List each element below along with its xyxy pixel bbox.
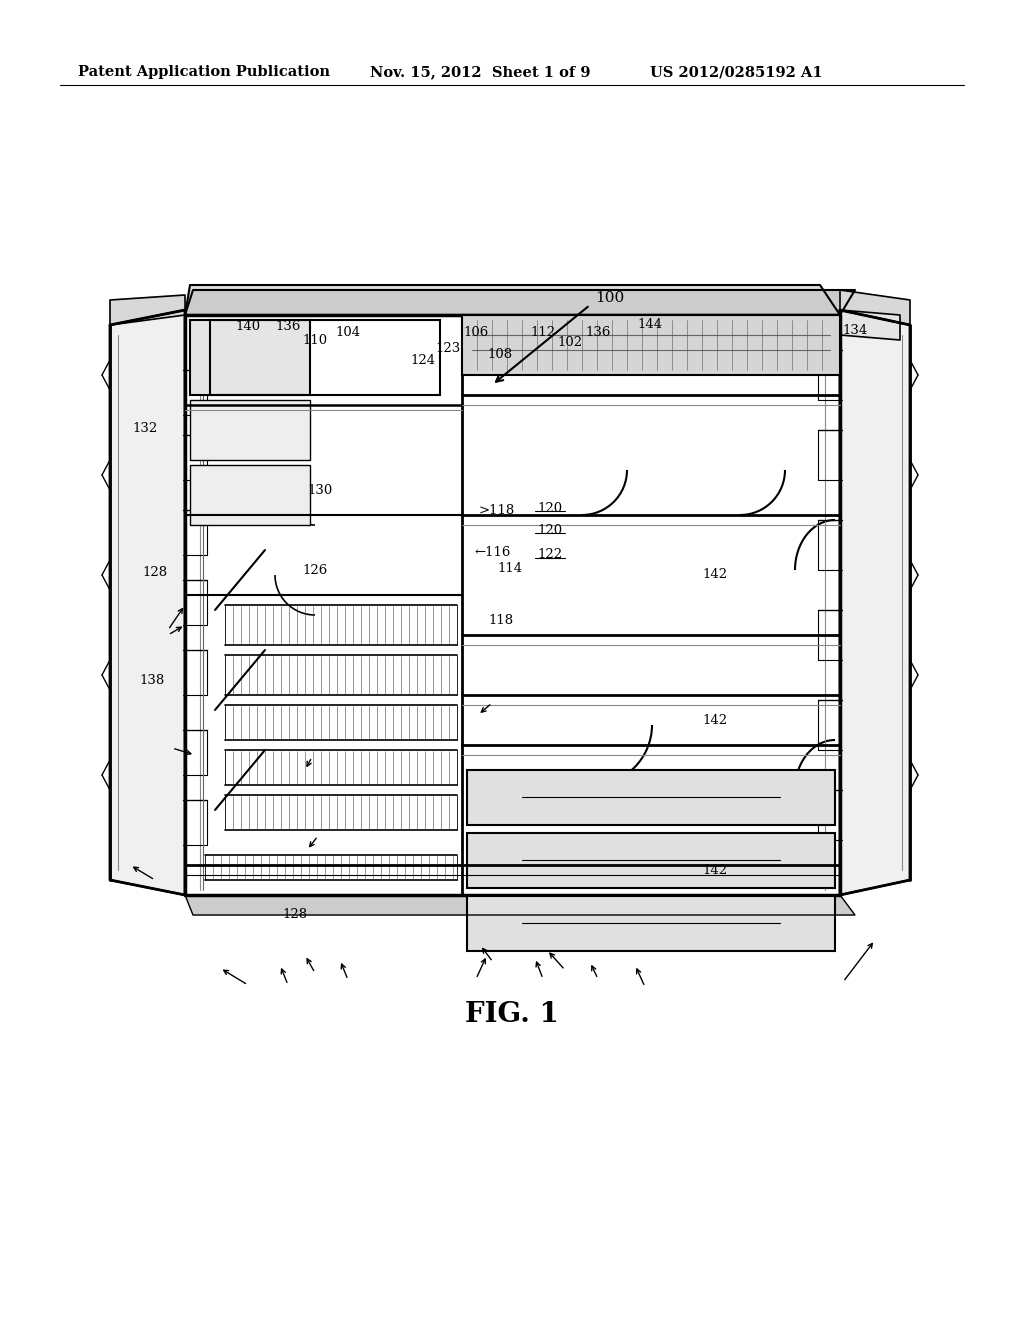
Bar <box>190 400 310 459</box>
Text: 132: 132 <box>132 421 158 434</box>
Text: 106: 106 <box>464 326 488 339</box>
Text: 136: 136 <box>275 321 301 334</box>
Text: 142: 142 <box>702 714 728 726</box>
Text: 130: 130 <box>307 483 333 496</box>
Polygon shape <box>840 310 900 341</box>
Text: 114: 114 <box>498 561 522 574</box>
Text: 112: 112 <box>530 326 556 339</box>
Polygon shape <box>110 294 185 325</box>
Text: 123: 123 <box>435 342 461 355</box>
Text: 144: 144 <box>637 318 663 331</box>
Text: US 2012/0285192 A1: US 2012/0285192 A1 <box>650 65 822 79</box>
Text: 110: 110 <box>302 334 328 346</box>
Bar <box>467 896 835 950</box>
Text: ←116: ←116 <box>475 546 511 560</box>
Bar <box>210 319 440 395</box>
Text: 102: 102 <box>557 337 583 350</box>
Text: 100: 100 <box>595 290 625 305</box>
Text: 124: 124 <box>411 354 435 367</box>
Polygon shape <box>185 290 855 315</box>
Text: Nov. 15, 2012  Sheet 1 of 9: Nov. 15, 2012 Sheet 1 of 9 <box>370 65 591 79</box>
Bar <box>467 770 835 825</box>
Text: 138: 138 <box>139 673 165 686</box>
Text: 128: 128 <box>283 908 307 921</box>
Text: 142: 142 <box>702 863 728 876</box>
Polygon shape <box>185 285 840 315</box>
Text: 120: 120 <box>538 524 562 536</box>
Text: 134: 134 <box>843 323 867 337</box>
Text: 140: 140 <box>236 321 260 334</box>
Bar <box>190 319 310 395</box>
Text: 136: 136 <box>586 326 610 339</box>
Polygon shape <box>110 310 185 895</box>
Polygon shape <box>840 290 910 325</box>
Text: 126: 126 <box>302 564 328 577</box>
Text: 108: 108 <box>487 347 513 360</box>
Polygon shape <box>840 310 910 895</box>
Text: >118: >118 <box>479 503 515 516</box>
Text: FIG. 1: FIG. 1 <box>465 1002 559 1028</box>
Text: Patent Application Publication: Patent Application Publication <box>78 65 330 79</box>
Bar <box>467 833 835 888</box>
Text: 122: 122 <box>538 549 562 561</box>
Text: 104: 104 <box>336 326 360 338</box>
Bar <box>190 465 310 525</box>
Polygon shape <box>185 895 855 915</box>
Bar <box>462 315 840 375</box>
Text: 118: 118 <box>488 614 514 627</box>
Text: 142: 142 <box>702 569 728 582</box>
Text: 120: 120 <box>538 502 562 515</box>
Text: 128: 128 <box>143 565 168 578</box>
